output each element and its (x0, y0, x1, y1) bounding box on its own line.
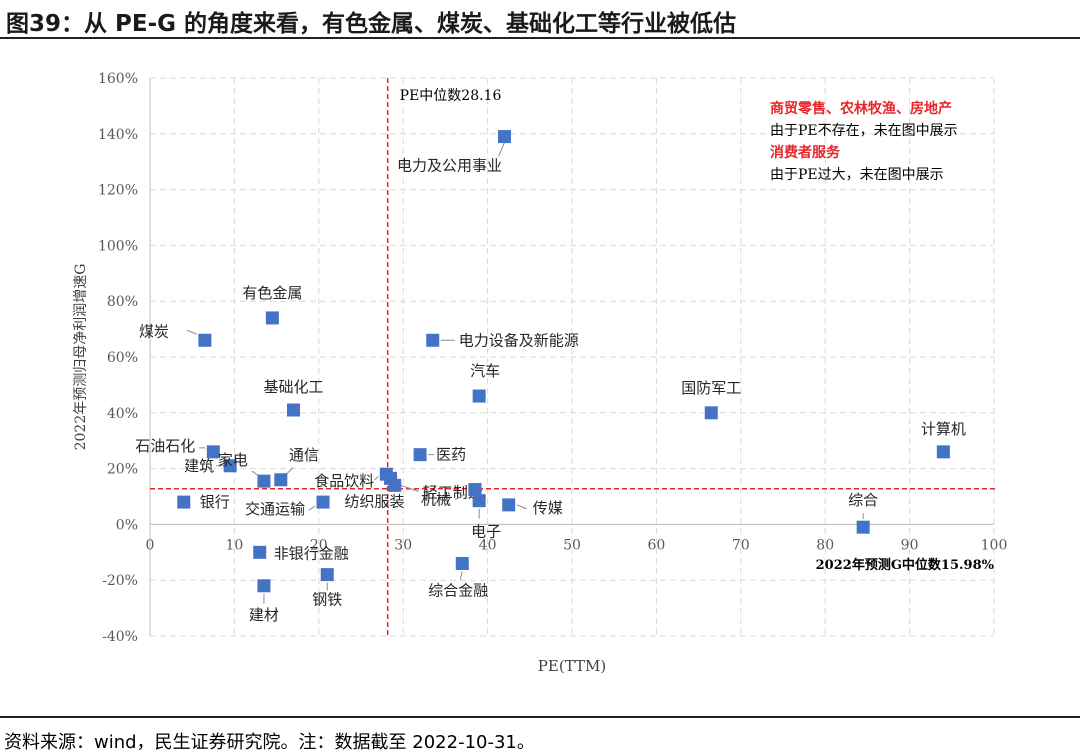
point-label: 银行 (200, 493, 230, 511)
y-tick-label: 0% (116, 517, 138, 533)
label-leader-line (286, 467, 294, 475)
x-tick-label: 80 (816, 537, 834, 553)
scatter-point (257, 474, 271, 488)
scatter-point (257, 579, 271, 593)
source-note: 资料来源：wind，民生证券研究院。注：数据截至 2022-10-31。 (4, 732, 535, 753)
point-label: 传媒 (533, 499, 563, 517)
label-leader-line (454, 493, 468, 500)
point-label: 钢铁 (312, 591, 342, 609)
point-label: 家电 (218, 451, 248, 469)
scatter-point (936, 445, 950, 459)
scatter-point (704, 406, 718, 420)
y-tick-label: 60% (107, 350, 138, 366)
y-tick-label: 100% (98, 238, 138, 254)
y-tick-label: 120% (98, 183, 138, 199)
note-line: 由于PE过大，未在图中展示 (770, 167, 944, 183)
point-label: 计算机 (921, 420, 966, 438)
scatter-point (502, 498, 516, 512)
scatter-point (177, 495, 191, 509)
point-label: 基础化工 (263, 378, 323, 396)
point-label: 通信 (289, 446, 319, 464)
scatter-point (274, 473, 288, 487)
y-tick-label: 80% (107, 294, 138, 310)
pe-median-label: PE中位数28.16 (400, 88, 502, 104)
label-leader-line (373, 475, 379, 481)
point-label: 电力及公用事业 (397, 157, 502, 175)
point-label: 综合 (848, 491, 878, 509)
y-tick-label: 160% (98, 71, 138, 87)
label-leader-line (516, 504, 527, 510)
x-tick-label: 40 (479, 537, 497, 553)
x-tick-label: 70 (732, 537, 750, 553)
scatter-point (198, 333, 212, 347)
g-median-label: 2022年预测G中位数15.98% (816, 557, 995, 573)
point-label: 机械 (421, 491, 451, 509)
scatter-point (253, 545, 267, 559)
scatter-point (856, 520, 870, 534)
point-label: 有色金属 (242, 284, 302, 302)
point-label: 建材 (249, 606, 279, 624)
header-divider (0, 37, 1080, 39)
point-label: 电力设备及新能源 (459, 331, 579, 349)
note-line: 由于PE不存在，未在图中展示 (770, 123, 958, 139)
point-label: 非银行金融 (274, 544, 349, 562)
x-tick-label: 10 (225, 537, 243, 553)
scatter-point (468, 483, 482, 497)
x-tick-label: 20 (310, 537, 328, 553)
figure-title: 图39：从 PE-G 的角度来看，有色金属、煤炭、基础化工等行业被低估 (6, 11, 737, 37)
scatter-point (316, 495, 330, 509)
point-label: 医药 (436, 446, 466, 464)
scatter-point (286, 403, 300, 417)
note-line: 消费者服务 (770, 144, 841, 161)
scatter-point (206, 445, 220, 459)
label-leader-line (498, 142, 505, 157)
y-tick-label: 40% (107, 406, 138, 422)
label-leader-line (251, 470, 259, 476)
point-label: 石油石化 (135, 437, 195, 455)
label-leader-line (186, 329, 198, 335)
y-tick-label: -40% (102, 629, 138, 645)
note-line: 商贸零售、农林牧渔、房地产 (770, 100, 952, 117)
scatter-point (472, 389, 486, 403)
chart-area: 0 10 20 30 40 50 60 70 80 90 100 -40% -20% 0% 20% 40% 60… (0, 40, 1080, 712)
x-tick-label: 0 (146, 537, 155, 553)
x-tick-label: 50 (563, 537, 581, 553)
point-label: 国防军工 (681, 379, 741, 397)
scatter-point (426, 333, 440, 347)
scatter-point (472, 494, 486, 508)
x-tick-label: 90 (901, 537, 919, 553)
point-label: 综合金融 (428, 581, 488, 599)
x-tick-label: 100 (981, 537, 1008, 553)
x-axis-title: PE(TTM) (538, 657, 606, 675)
scatter-point (320, 568, 334, 582)
point-label: 纺织服装 (345, 492, 405, 510)
scatter-point (384, 471, 398, 485)
scatter-point (455, 556, 469, 570)
label-leader-line (400, 484, 419, 492)
y-axis-title: 2022年预测归母净利润增速G (72, 264, 89, 451)
point-label: 食品饮料 (314, 472, 374, 490)
y-tick-label: 140% (98, 127, 138, 143)
point-label: 交通运输 (245, 500, 305, 518)
y-tick-label: 20% (107, 462, 138, 478)
footer-divider (0, 716, 1080, 718)
label-leader-line (459, 571, 463, 580)
figure-header: 图39：从 PE-G 的角度来看，有色金属、煤炭、基础化工等行业被低估 (0, 0, 1080, 39)
scatter-chart: 0 10 20 30 40 50 60 70 80 90 100 -40% -20% 0% 20% 40% 60… (72, 71, 1008, 675)
scatter-point (497, 130, 511, 144)
x-tick-label: 60 (647, 537, 665, 553)
point-label: 轻工制造 (423, 483, 483, 501)
x-tick-label: 30 (394, 537, 412, 553)
label-leader-line (308, 505, 316, 511)
point-label: 电子 (471, 523, 501, 541)
y-tick-label: -20% (102, 573, 138, 589)
scatter-point (223, 459, 237, 473)
scatter-point (413, 448, 427, 462)
point-label: 建筑 (184, 457, 214, 475)
point-label: 煤炭 (139, 322, 169, 340)
scatter-point (265, 311, 279, 325)
point-label: 汽车 (470, 362, 500, 380)
